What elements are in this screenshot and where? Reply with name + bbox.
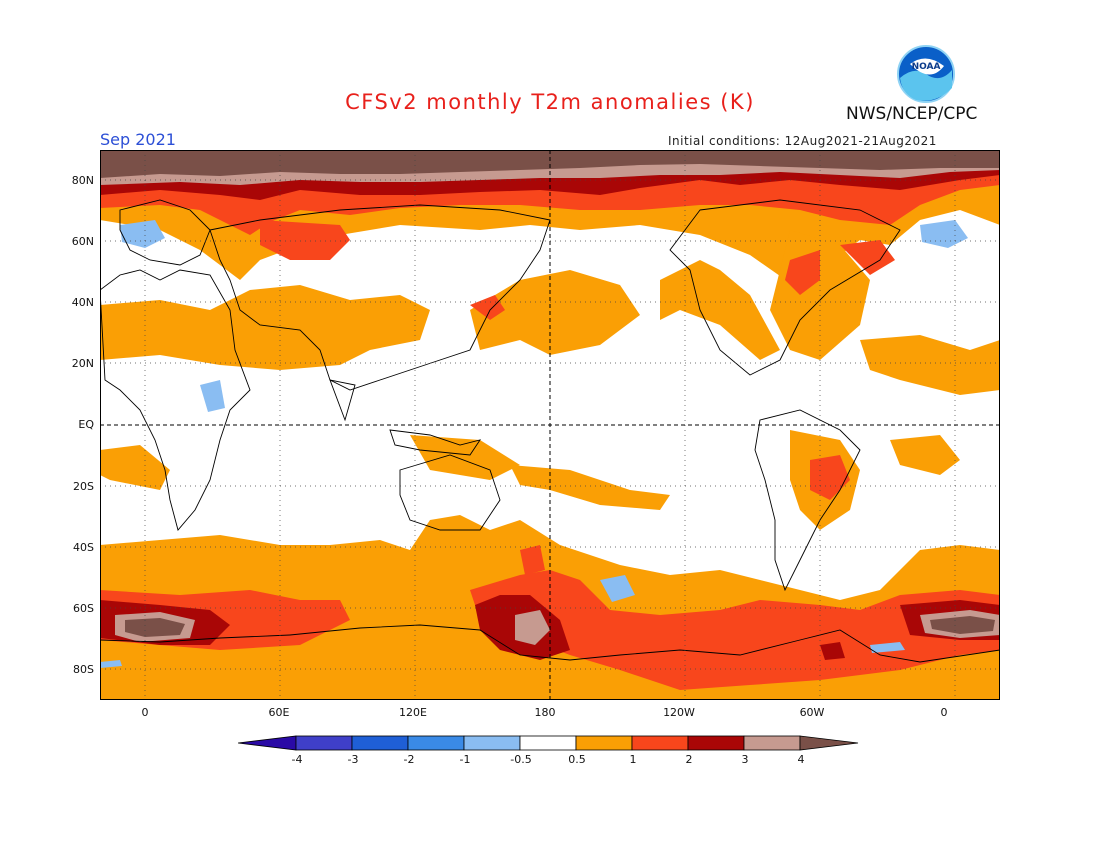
lon-label: 0 xyxy=(940,706,948,719)
lat-label: 40N xyxy=(71,296,94,309)
agency-label: NWS/NCEP/CPC xyxy=(846,104,978,124)
lat-label: 80N xyxy=(71,174,94,187)
lat-label: 80S xyxy=(73,663,94,676)
colorbar-tick: -1 xyxy=(459,753,471,766)
valid-month: Sep 2021 xyxy=(100,130,176,149)
colorbar-segment xyxy=(463,735,521,751)
colorbar-tick: 2 xyxy=(685,753,693,766)
colorbar-segment xyxy=(631,735,689,751)
lon-label: 120E xyxy=(399,706,427,719)
lat-label: 40S xyxy=(73,541,94,554)
colorbar-tick: 1 xyxy=(629,753,637,766)
colorbar-segment xyxy=(743,735,801,751)
colorbar-tick: 4 xyxy=(797,753,805,766)
svg-text:NOAA: NOAA xyxy=(912,62,941,72)
lat-label: 60N xyxy=(71,235,94,248)
colorbar-tick: 0.5 xyxy=(568,753,586,766)
lon-label: 180 xyxy=(534,706,556,719)
colorbar-segment xyxy=(575,735,633,751)
colorbar-segment xyxy=(295,735,353,751)
colorbar-segment xyxy=(519,735,577,751)
noaa-logo: NOAA xyxy=(897,45,955,103)
lon-label: 60W xyxy=(799,706,825,719)
colorbar-tick: -4 xyxy=(291,753,303,766)
colorbar-segment xyxy=(407,735,465,751)
colorbar-segment xyxy=(799,735,859,751)
colorbar-tick: -2 xyxy=(403,753,415,766)
lon-label: 60E xyxy=(268,706,290,719)
map-title: CFSv2 monthly T2m anomalies (K) xyxy=(345,90,755,114)
lon-label: 0 xyxy=(141,706,149,719)
colorbar-segment xyxy=(351,735,409,751)
colorbar-tick: -0.5 xyxy=(510,753,532,766)
lat-label: 20N xyxy=(71,357,94,370)
colorbar-tick: -3 xyxy=(347,753,359,766)
lat-label: EQ xyxy=(78,418,94,431)
colorbar-tick: 3 xyxy=(741,753,749,766)
initial-conditions: Initial conditions: 12Aug2021-21Aug2021 xyxy=(668,134,937,148)
colorbar-segment xyxy=(687,735,745,751)
colorbar xyxy=(238,735,859,751)
anomaly-map xyxy=(100,150,1000,700)
equator-dateline xyxy=(100,150,1000,700)
colorbar-segment xyxy=(238,735,297,751)
lat-label: 20S xyxy=(73,480,94,493)
lon-label: 120W xyxy=(663,706,695,719)
lat-label: 60S xyxy=(73,602,94,615)
